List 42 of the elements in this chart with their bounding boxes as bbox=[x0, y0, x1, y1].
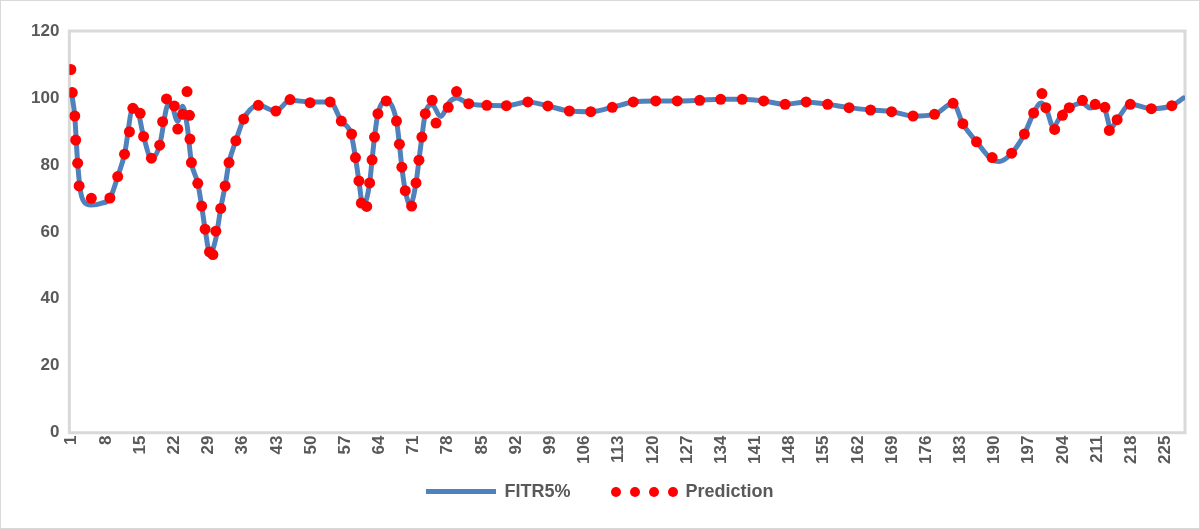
y-tick-label: 40 bbox=[40, 288, 60, 308]
legend-label: Prediction bbox=[685, 481, 774, 502]
x-tick-label: 225 bbox=[1155, 435, 1175, 465]
x-tick-label: 183 bbox=[950, 435, 970, 465]
y-tick-label: 120 bbox=[30, 20, 60, 40]
y-tick-label: 0 bbox=[49, 422, 60, 442]
x-tick-label: 99 bbox=[539, 435, 559, 455]
x-tick-label: 8 bbox=[95, 435, 115, 446]
x-tick-label: 36 bbox=[232, 435, 252, 455]
x-tick-label: 1 bbox=[61, 435, 81, 446]
x-tick-label: 113 bbox=[608, 435, 628, 464]
x-tick-label: 43 bbox=[266, 435, 286, 455]
x-tick-label: 85 bbox=[471, 435, 491, 455]
x-tick-label: 92 bbox=[505, 435, 525, 455]
x-tick-label: 190 bbox=[984, 435, 1004, 465]
x-tick-label: 134 bbox=[710, 435, 730, 465]
x-tick-label: 169 bbox=[881, 435, 901, 465]
x-tick-label: 127 bbox=[676, 435, 696, 465]
x-tick-label: 106 bbox=[574, 435, 594, 465]
x-tick-label: 50 bbox=[300, 435, 320, 455]
x-tick-label: 155 bbox=[813, 435, 833, 465]
x-tick-label: 148 bbox=[779, 435, 799, 465]
x-tick-label: 78 bbox=[437, 435, 457, 455]
x-tick-label: 71 bbox=[403, 435, 423, 455]
x-tick-label: 176 bbox=[915, 435, 935, 465]
x-tick-label: 162 bbox=[847, 435, 867, 465]
y-tick-label: 20 bbox=[40, 355, 60, 375]
x-tick-label: 15 bbox=[129, 435, 149, 455]
x-tick-label: 211 bbox=[1086, 435, 1106, 464]
y-tick-label: 100 bbox=[30, 87, 60, 107]
y-tick-label: 80 bbox=[40, 154, 60, 174]
x-tick-label: 218 bbox=[1120, 435, 1140, 465]
x-tick-label: 120 bbox=[642, 435, 662, 465]
x-tick-label: 141 bbox=[745, 435, 765, 465]
y-tick-label: 60 bbox=[40, 221, 60, 241]
x-tick-label: 57 bbox=[334, 435, 354, 455]
x-tick-label: 29 bbox=[198, 435, 218, 455]
legend-label: FITR5% bbox=[504, 481, 571, 502]
x-tick-label: 197 bbox=[1018, 435, 1038, 465]
x-tick-label: 64 bbox=[369, 435, 389, 455]
x-tick-label: 22 bbox=[164, 435, 184, 455]
x-tick-label: 204 bbox=[1052, 435, 1072, 465]
